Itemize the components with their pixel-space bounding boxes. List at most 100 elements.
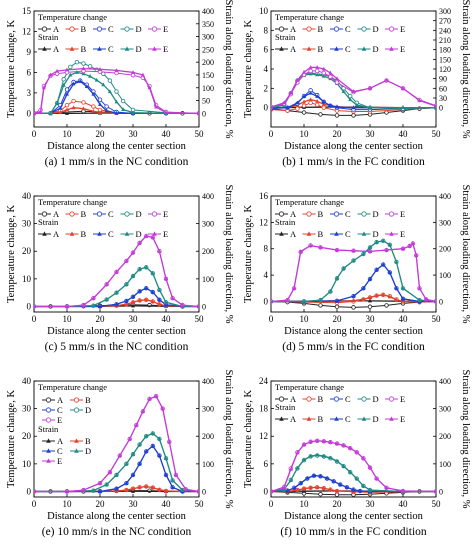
strain-point-E — [147, 85, 152, 90]
y2-tick-label: 100 — [202, 84, 214, 93]
y-axis-label: Temperature change, K — [6, 20, 17, 119]
y-tick-label: 0 — [27, 108, 32, 118]
legend-entry-label: D — [136, 44, 142, 54]
legend-strain-title: Strain — [38, 217, 59, 227]
temperature-point-D — [81, 61, 86, 66]
legend-entry-label: E — [163, 209, 168, 219]
strain-point-C — [150, 443, 155, 448]
y-tick-label: 10 — [259, 6, 269, 16]
strain-line-E — [271, 440, 436, 493]
strain-point-D — [68, 72, 73, 77]
legend-entry-label: B — [81, 24, 87, 34]
strain-point-D — [107, 89, 112, 94]
strain-point-D — [341, 266, 346, 270]
strain-line-C — [34, 444, 199, 493]
strain-point-D — [361, 251, 366, 256]
strain-point-C — [98, 304, 102, 308]
strain-point-B — [368, 295, 372, 299]
strain-point-D — [131, 273, 135, 278]
legend-swatch-triangle — [279, 231, 284, 236]
y-tick-label: 0 — [264, 296, 269, 306]
strain-point-C — [338, 482, 343, 487]
strain-point-C — [335, 104, 339, 109]
strain-point-C — [302, 94, 306, 98]
strain-point-E — [321, 66, 326, 71]
legend-entry-label: D — [85, 405, 91, 415]
chart-panel-4: 0 4 8 12 16 0 100 200 300 400 0 10 20 30 40 50 Distance … — [243, 184, 471, 353]
x-tick-label: 20 — [333, 499, 343, 509]
legend-entry-label: E — [400, 209, 405, 219]
strain-point-E — [81, 487, 86, 492]
strain-point-D — [341, 463, 346, 468]
legend-temperature-title: Temperature change — [275, 12, 344, 22]
legend-swatch-triangle — [334, 416, 339, 421]
strain-point-C — [84, 84, 89, 88]
strain-point-E — [434, 489, 436, 493]
legend-swatch-circle — [361, 211, 367, 217]
legend-entry-label: B — [85, 395, 91, 405]
legend-entry-label: B — [81, 209, 87, 219]
strain-point-E — [131, 70, 135, 74]
strain-point-D — [55, 100, 60, 105]
strain-point-A — [368, 298, 372, 303]
strain-point-C — [292, 485, 297, 490]
legend-entry-label: B — [318, 44, 324, 54]
strain-point-E — [328, 70, 333, 75]
strain-point-E — [315, 438, 320, 443]
x-axis-label: Distance along the center section — [284, 511, 424, 522]
strain-point-C — [351, 487, 356, 492]
y2-tick-label: 400 — [202, 7, 214, 16]
strain-point-E — [417, 98, 422, 103]
strain-point-C — [308, 90, 313, 95]
y2-tick-label: 200 — [202, 58, 214, 67]
x-tick-label: 20 — [333, 314, 343, 324]
strain-point-E — [384, 77, 389, 82]
y2-axis-label: Strain along loading direction, % — [223, 184, 234, 323]
y-tick-label: 24 — [259, 376, 269, 386]
y-tick-label: 10 — [22, 459, 32, 469]
y2-tick-label: 250 — [202, 45, 214, 54]
strain-point-C — [104, 108, 109, 113]
strain-point-D — [164, 456, 168, 460]
series-group — [271, 238, 436, 310]
strain-point-D — [308, 71, 313, 76]
strain-point-B — [91, 109, 96, 113]
temperature-point-A — [384, 303, 389, 308]
y2-tick-label: 400 — [202, 192, 214, 201]
strain-point-E — [315, 65, 320, 69]
temperature-point-D — [120, 98, 126, 104]
legend-entry-label: E — [400, 394, 405, 404]
legend-swatch-triangle — [306, 416, 312, 421]
strain-point-E — [368, 465, 372, 469]
legend-entry-label: C — [108, 229, 114, 239]
strain-point-B — [150, 485, 155, 490]
strain-point-E — [302, 442, 306, 447]
y-tick-label: 30 — [22, 219, 32, 229]
temperature-line-D — [34, 61, 199, 114]
x-tick-label: 50 — [195, 129, 205, 139]
legend-entry-label: C — [345, 44, 351, 54]
y2-tick-label: 300 — [439, 7, 451, 16]
legend-swatch-circle — [151, 26, 158, 32]
strain-point-E — [295, 77, 300, 82]
y2-tick-label: 100 — [202, 460, 214, 469]
x-tick-label: 0 — [269, 499, 274, 509]
strain-point-E — [173, 472, 178, 477]
strain-point-C — [91, 91, 96, 96]
legend-swatch-circle — [41, 211, 48, 217]
strain-point-E — [197, 489, 199, 493]
strain-point-E — [81, 302, 86, 307]
plot-frame — [270, 195, 437, 313]
legend-temperature-title: Temperature change — [38, 382, 107, 392]
legend-swatch-triangle — [361, 46, 367, 51]
y-tick-label: 0 — [27, 486, 32, 496]
panel-caption: (e) 10 mm/s in the NC condition — [42, 526, 192, 538]
legend-entry-label: C — [345, 414, 351, 424]
legend-entry-label: A — [290, 24, 297, 34]
temperature-point-E — [321, 70, 326, 76]
legend-swatch-circle — [69, 211, 75, 217]
legend-swatch-circle — [333, 26, 340, 32]
legend-entry-label: D — [373, 229, 379, 239]
